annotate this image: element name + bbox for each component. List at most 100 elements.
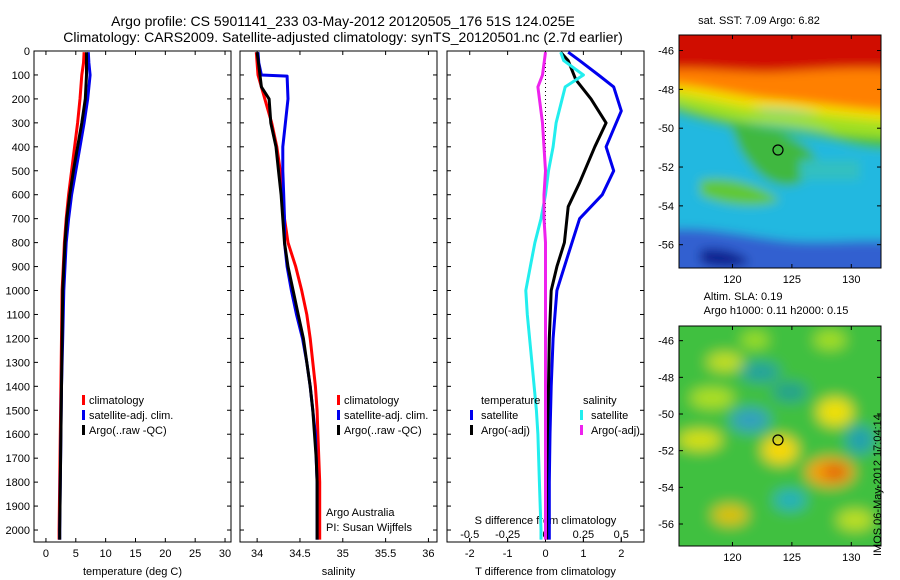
y-tick-label: 300 [12, 118, 30, 130]
y-tick-label: 0 [24, 46, 30, 58]
y-tick-label: 1000 [6, 286, 30, 298]
y-tick-label: -48 [658, 84, 674, 96]
series-line [256, 52, 319, 540]
series-line [547, 50, 623, 540]
temperature-plot: 0100200300400500600700800900100011001200… [6, 46, 232, 578]
x-tick-label: 130 [842, 552, 860, 564]
y-tick-label: 100 [12, 70, 30, 82]
x-tick-label: 35 [337, 548, 349, 560]
s-tick-label: -0.5 [460, 529, 479, 541]
legend-label: climatology [89, 395, 145, 407]
legend-swatch [337, 410, 340, 420]
y-tick-label: -52 [658, 162, 674, 174]
legend-label: climatology [344, 395, 400, 407]
title-line-1: Argo profile: CS 5901141_233 03-May-2012… [111, 13, 575, 29]
sst-map: sat. SST: 7.09 Argo: 6.82 120 125 130 -46 -4… [658, 15, 882, 286]
x-tick-label: 34 [251, 548, 263, 560]
legend-swatch [470, 410, 473, 420]
x-tick-label: 120 [723, 552, 741, 564]
y-tick-label: 900 [12, 262, 30, 274]
legend-swatch [580, 425, 583, 435]
x-tick-label: 30 [219, 548, 231, 560]
y-tick-label: -52 [658, 446, 674, 458]
x-tick-label: 5 [73, 548, 79, 560]
y-tick-label: -50 [658, 409, 674, 421]
salinity-plot: 34 34.5 35 35.5 36 salinity climatology satelli… [239, 50, 438, 578]
sla-map: Altim. SLA: 0.19 Argo h1000: 0.11 h2000:… [658, 291, 882, 564]
legend-swatch [337, 425, 340, 435]
plot-frame [239, 50, 438, 543]
legend-label: Argo(-adj) [481, 425, 530, 437]
sst-map-frame [678, 34, 882, 269]
legend-swatch [82, 410, 85, 420]
x-tick-label: 36 [422, 548, 434, 560]
y-tick-label: -48 [658, 372, 674, 384]
y-tick-label: 1900 [6, 501, 30, 513]
y-tick-label: 1500 [6, 405, 30, 417]
legend-label: satellite [591, 410, 628, 422]
series-line [58, 52, 92, 540]
y-tick-label: 800 [12, 238, 30, 250]
s-tick-label: 0.5 [614, 529, 629, 541]
x-tick-label: 0 [43, 548, 49, 560]
x-axis-label: T difference from climatology [475, 566, 616, 578]
x-axis-label: salinity [322, 566, 356, 578]
legend-swatch [337, 395, 340, 405]
y-tick-label: -50 [658, 123, 674, 135]
x-tick-label: 34.5 [289, 548, 310, 560]
title-line-2: Climatology: CARS2009. Satellite-adjuste… [63, 29, 623, 45]
y-tick-label: 2000 [6, 525, 30, 537]
x-tick-label: 15 [129, 548, 141, 560]
series-line [524, 51, 585, 540]
x-tick-label: 20 [159, 548, 171, 560]
x-tick-label: 25 [189, 548, 201, 560]
x-tick-label: -1 [503, 548, 513, 560]
series-line [536, 52, 547, 540]
annotation-line: Argo Australia [326, 507, 395, 519]
s-tick-label: -0.25 [495, 529, 520, 541]
y-tick-label: 1700 [6, 453, 30, 465]
sla-map-axes: 120 125 130 -46 -48 -50 -52 -54 -56 [658, 326, 881, 564]
sla-argo-marker [772, 434, 784, 446]
sla-map-frame [678, 325, 882, 547]
series-line [545, 51, 608, 540]
y-tick-label: 700 [12, 214, 30, 226]
legend-swatch [82, 425, 85, 435]
y-tick-label: 600 [12, 190, 30, 202]
s-tick-label: 0.25 [573, 529, 594, 541]
y-tick-label: 1600 [6, 429, 30, 441]
y-tick-label: -46 [658, 46, 674, 58]
x-tick-label: 2 [618, 548, 624, 560]
legend-label: satellite-adj. clim. [89, 410, 173, 422]
series-line [255, 52, 319, 540]
y-tick-label: 1300 [6, 357, 30, 369]
y-tick-label: 500 [12, 166, 30, 178]
legend-group-title: temperature [481, 395, 540, 407]
imos-timestamp: IMOS 06-May-2012 17:04:14 [872, 414, 884, 556]
x-tick-label: 130 [842, 274, 860, 286]
legend-label: Argo(..raw -QC) [89, 425, 167, 437]
sst-map-axes: 120 125 130 -46 -48 -50 -52 -54 -56 [658, 35, 881, 286]
y-tick-label: -54 [658, 201, 674, 213]
y-tick-label: 200 [12, 94, 30, 106]
y-tick-label: -56 [658, 240, 674, 252]
x-tick-label: 125 [783, 552, 801, 564]
series-line [254, 52, 322, 540]
series-line [58, 52, 88, 540]
x-tick-label: 120 [723, 274, 741, 286]
legend-label: Argo(..raw -QC) [344, 425, 422, 437]
y-tick-label: 1400 [6, 381, 30, 393]
y-tick-label: -56 [658, 519, 674, 531]
sst-map-title: sat. SST: 7.09 Argo: 6.82 [698, 15, 820, 27]
x-axis-label: temperature (deg C) [83, 566, 182, 578]
y-tick-label: 1200 [6, 333, 30, 345]
plot-frame [33, 50, 232, 543]
legend-label: satellite [481, 410, 518, 422]
y-tick-label: 1800 [6, 477, 30, 489]
legend-swatch [580, 410, 583, 420]
x-tick-label: -2 [465, 548, 475, 560]
y-tick-label: -54 [658, 482, 674, 494]
x-tick-label: 125 [783, 274, 801, 286]
legend-swatch [470, 425, 473, 435]
